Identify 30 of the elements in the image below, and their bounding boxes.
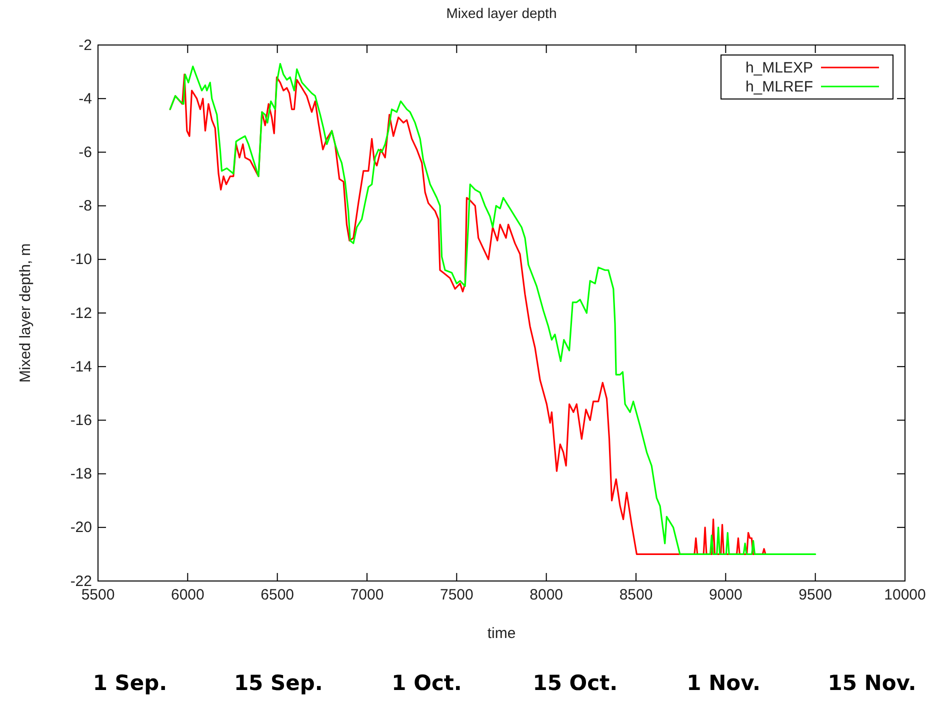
x-tick-label: 6500	[260, 586, 294, 604]
y-tick-label: -14	[70, 358, 92, 376]
text: 15 Sep.	[234, 671, 323, 695]
text: 1 Nov.	[686, 671, 761, 695]
text: 15 Nov.	[828, 671, 916, 695]
chart-title: Mixed layer depth	[446, 5, 557, 21]
text: 1 Oct.	[392, 671, 462, 695]
legend-label: h_MLREF	[745, 78, 813, 96]
y-tick-label: -8	[78, 198, 92, 215]
x-axis-title: time	[487, 625, 516, 642]
y-tick-label: -16	[70, 412, 92, 429]
text: 15 Oct.	[532, 671, 618, 695]
text: 1 Sep.	[92, 671, 168, 695]
y-axis-title: Mixed layer depth, m	[17, 243, 34, 383]
legend-label: h_MLEXP	[745, 60, 813, 76]
x-tick-label: 8000	[530, 586, 564, 604]
y-tick-label: -6	[78, 144, 92, 161]
x-tick-label: 7000	[350, 586, 384, 604]
y-tick-label: -2	[78, 36, 92, 54]
y-tick-label: -4	[78, 90, 92, 108]
x-tick-label: 8500	[619, 586, 653, 604]
y-tick-label: -20	[70, 519, 92, 536]
x-tick-label: 6000	[170, 586, 204, 604]
x-tick-label: 7500	[440, 586, 474, 604]
x-tick-label: 10000	[884, 586, 926, 604]
y-tick-label: -10	[70, 251, 92, 268]
x-tick-label: 9500	[798, 586, 832, 604]
y-tick-label: -12	[70, 304, 92, 322]
x-tick-label: 9000	[708, 586, 742, 604]
y-tick-label: -18	[70, 466, 92, 483]
